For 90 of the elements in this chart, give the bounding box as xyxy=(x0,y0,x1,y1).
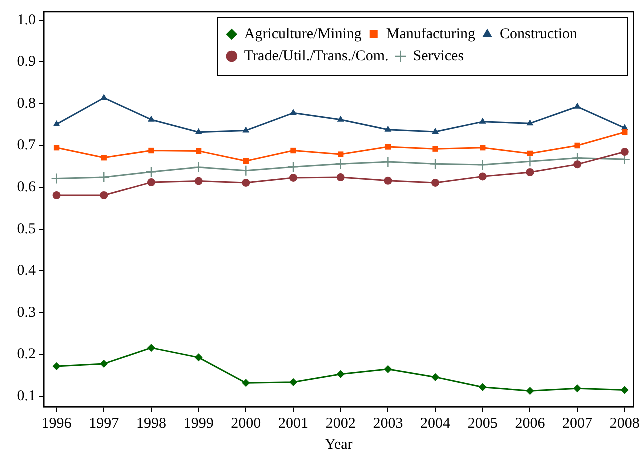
x-tick-label: 2003 xyxy=(373,416,404,432)
x-tick-label: 2007 xyxy=(562,416,594,432)
x-tick-label: 2004 xyxy=(420,416,452,432)
point xyxy=(620,386,629,394)
point xyxy=(430,158,442,170)
point xyxy=(574,142,580,149)
x-tick-label: 2006 xyxy=(515,416,546,432)
point xyxy=(480,145,486,151)
point xyxy=(526,120,534,126)
point xyxy=(338,152,344,158)
point xyxy=(524,156,536,168)
point xyxy=(98,172,110,184)
x-tick-label: 2000 xyxy=(231,416,262,432)
y-tick-label: 0.8 xyxy=(17,96,36,112)
y-tick-label: 0.1 xyxy=(17,388,36,404)
point xyxy=(52,192,61,200)
x-tick-label: 2001 xyxy=(278,416,308,432)
point xyxy=(146,166,158,178)
legend-label: Services xyxy=(413,48,464,64)
point xyxy=(194,354,203,362)
point xyxy=(290,148,296,154)
y-tick-label: 0.3 xyxy=(17,304,36,321)
point xyxy=(147,344,156,352)
point xyxy=(384,126,392,132)
point xyxy=(52,362,61,370)
point xyxy=(242,178,250,187)
point xyxy=(478,383,487,392)
x-axis-title: Year xyxy=(325,436,353,453)
point xyxy=(242,379,250,388)
y-tick-label: 0.6 xyxy=(17,179,36,196)
point xyxy=(100,360,108,368)
point xyxy=(195,128,202,134)
point xyxy=(384,176,392,185)
y-tick-label: 1.0 xyxy=(17,12,36,28)
point xyxy=(51,173,62,184)
point xyxy=(384,365,392,374)
point xyxy=(336,174,345,182)
point xyxy=(432,373,440,382)
point xyxy=(385,144,392,150)
point xyxy=(477,159,488,171)
point xyxy=(620,148,629,156)
point xyxy=(193,162,204,174)
x-tick-label: 2008 xyxy=(610,416,640,432)
point xyxy=(574,384,582,393)
point xyxy=(147,178,156,187)
point xyxy=(622,130,628,136)
point xyxy=(336,370,345,378)
point xyxy=(432,146,438,152)
point xyxy=(148,148,154,154)
x-tick-label: 2002 xyxy=(326,416,356,432)
y-tick-label: 0.9 xyxy=(17,54,36,70)
y-tick-label: 0.7 xyxy=(17,138,36,154)
point xyxy=(479,118,486,124)
point xyxy=(290,378,298,386)
point xyxy=(240,165,252,176)
y-tick-label: 0.2 xyxy=(17,346,36,363)
point xyxy=(194,177,203,186)
point xyxy=(288,161,300,173)
legend-label: Construction xyxy=(500,26,578,42)
x-tick-label: 1998 xyxy=(136,416,166,432)
point xyxy=(432,178,440,187)
x-tick-label: 2005 xyxy=(468,416,498,432)
point xyxy=(337,116,344,122)
point xyxy=(432,128,439,134)
point xyxy=(54,145,60,151)
point xyxy=(290,174,298,182)
point xyxy=(100,94,108,100)
point xyxy=(148,116,155,122)
x-tick-label: 1997 xyxy=(89,416,120,432)
point xyxy=(335,158,346,170)
point xyxy=(526,168,534,177)
y-tick-label: 0.5 xyxy=(17,221,36,238)
point xyxy=(53,120,60,126)
point xyxy=(574,160,582,169)
legend-label: Agriculture/Mining xyxy=(244,26,362,42)
x-tick-label: 1999 xyxy=(184,416,214,432)
point xyxy=(527,150,534,157)
y-tick-label: 0.4 xyxy=(17,263,36,280)
legend-label: Trade/Util./Trans./Com. xyxy=(244,48,389,64)
point xyxy=(526,387,534,396)
point xyxy=(290,109,297,116)
point xyxy=(196,148,202,154)
point xyxy=(574,102,582,109)
x-tick-label: 1996 xyxy=(42,416,72,432)
point xyxy=(101,155,107,161)
point xyxy=(243,158,249,164)
point xyxy=(242,126,250,133)
legend-label: Manufacturing xyxy=(386,26,476,42)
point xyxy=(100,192,108,200)
point xyxy=(478,172,487,181)
